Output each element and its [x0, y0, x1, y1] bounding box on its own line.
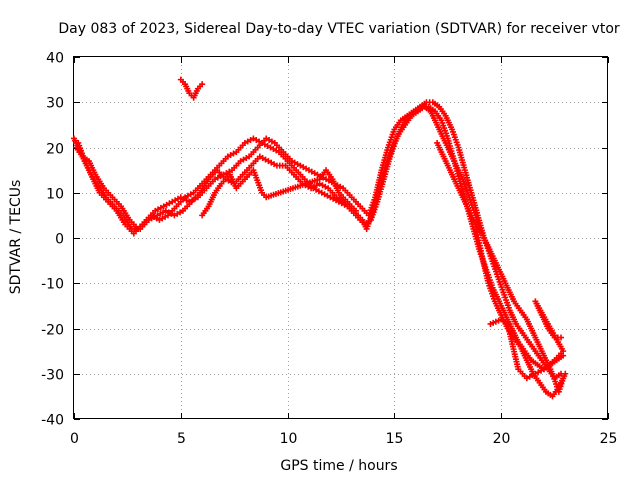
x-tick-label: 5	[177, 431, 186, 447]
series-track-5	[487, 298, 567, 382]
y-tick-label: -20	[41, 323, 64, 339]
data-point	[558, 334, 565, 341]
grid-layer	[74, 57, 608, 419]
y-tick-label: 10	[46, 187, 64, 203]
y-tick-label: -30	[41, 368, 64, 384]
series-track-6	[177, 76, 206, 101]
x-axis-label: GPS time / hours	[280, 458, 397, 474]
y-tick-label: -10	[41, 277, 64, 293]
x-tick-label: 25	[600, 431, 618, 447]
y-tick-label: 20	[46, 142, 64, 158]
data-layer	[71, 76, 569, 400]
y-tick-label: 30	[46, 96, 64, 112]
data-point	[199, 81, 206, 88]
chart-title: Day 083 of 2023, Sidereal Day-to-day VTE…	[58, 21, 620, 37]
x-tick-label: 10	[280, 431, 298, 447]
y-axis-label: SDTVAR / TECUs	[8, 180, 24, 295]
tick-layer: 0 5 10 15 20 25 -40 -30 -20 -10 0 10 20 30 40	[41, 51, 617, 448]
x-tick-label: 15	[386, 431, 404, 447]
x-tick-label: 0	[70, 431, 79, 447]
y-tick-label: -40	[41, 413, 64, 429]
y-tick-label: 40	[46, 51, 64, 67]
data-point	[562, 370, 569, 377]
series-track-7	[199, 167, 359, 219]
y-tick-label: 0	[55, 232, 64, 248]
plot-frame	[73, 56, 608, 419]
x-tick-label: 20	[493, 431, 511, 447]
data-point	[352, 207, 359, 214]
